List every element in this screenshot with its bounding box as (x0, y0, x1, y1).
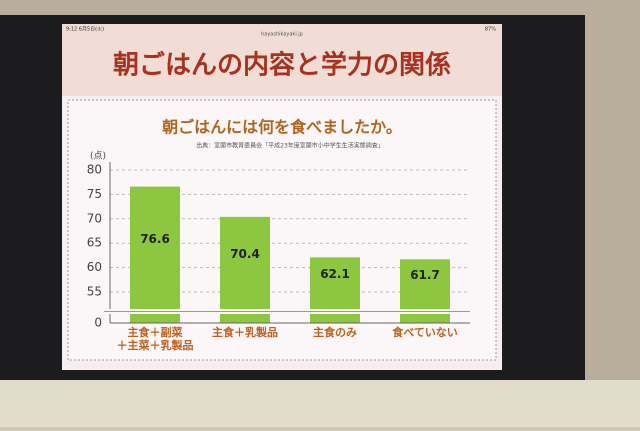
y-tick-label: 70 (87, 211, 102, 225)
y-tick-label: 65 (87, 236, 102, 250)
url: hayashikayaki.jp (261, 32, 303, 38)
y-tick-label: 80 (87, 163, 102, 177)
value-label: 61.7 (410, 268, 440, 282)
status-time: 9:12 6月5日(火) (66, 27, 104, 33)
x-tick-label: 主食のみ (313, 325, 357, 339)
y-tick-label: 0 (94, 316, 102, 330)
y-label: (点) (90, 151, 106, 162)
x-tick-label: 主食＋副菜＋主菜＋乳製品 (117, 325, 194, 352)
y-tick-label: 75 (87, 187, 102, 201)
value-label: 76.6 (140, 232, 170, 246)
header-title: 朝ごはんの内容と学力の関係 (113, 50, 451, 81)
shelf (0, 380, 640, 427)
y-tick-label: 55 (87, 285, 102, 299)
battery: 87% (485, 27, 496, 33)
chart-source: 出典：室蘭市教育委員会「平成23年度室蘭市小中学生生活実態調査」 (196, 142, 384, 150)
bar (130, 186, 180, 323)
y-tick-label: 60 (87, 260, 102, 274)
x-tick-label: 食べていない (392, 325, 458, 339)
plot: 0 55 60 65 70 75 80 76.6 主食＋副菜＋主菜＋乳製品 70.4 主食＋乳製品 6… (87, 162, 470, 352)
value-label: 62.1 (320, 267, 350, 281)
value-label: 70.4 (230, 247, 260, 261)
x-tick-label: 主食＋乳製品 (212, 325, 278, 339)
bar (220, 216, 270, 323)
header-band (62, 24, 502, 96)
chart-title: 朝ごはんには何を食べましたか。 (162, 118, 402, 137)
